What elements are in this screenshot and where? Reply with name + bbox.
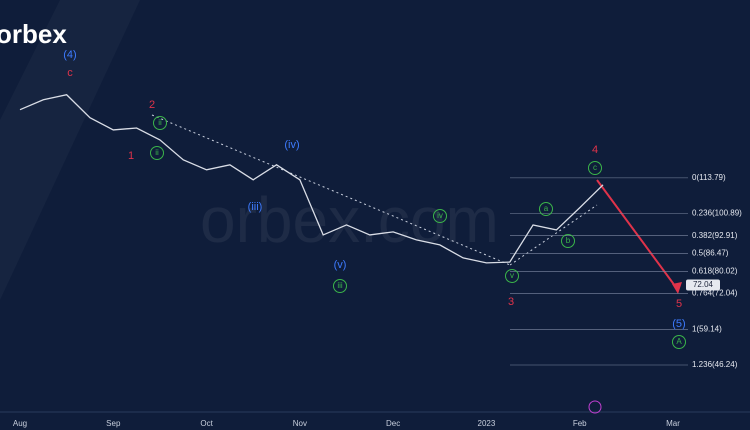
- wave-label: ii: [158, 118, 162, 127]
- x-tick-label: Nov: [293, 419, 307, 428]
- wave-label: v: [510, 271, 514, 280]
- fib-label: 0.5(86.47): [692, 249, 729, 258]
- fib-label: 0.382(92.91): [692, 231, 738, 240]
- wave-circle: [588, 161, 602, 175]
- wave-label: (5): [672, 318, 685, 330]
- wave-label: (iii): [248, 201, 263, 213]
- x-tick-label: Oct: [200, 419, 213, 428]
- wave-circle: [672, 335, 686, 349]
- wave-label: (4): [63, 49, 76, 61]
- fib-label: 0.618(80.02): [692, 267, 738, 276]
- wave-label: 1: [128, 150, 134, 162]
- price-line: [19, 94, 604, 264]
- wave-label: c: [593, 163, 597, 172]
- wave-label: iii: [337, 281, 343, 290]
- wave-circle: [561, 234, 575, 248]
- x-tick-label: Aug: [13, 419, 27, 428]
- x-tick-label: Dec: [386, 419, 400, 428]
- wave-circle: [153, 116, 167, 130]
- x-tick-label: 2023: [478, 419, 496, 428]
- wave-label: 2: [149, 99, 155, 111]
- wave-label: 3: [508, 296, 514, 308]
- wave-circle: [150, 146, 164, 160]
- wave-label: c: [67, 67, 73, 79]
- wave-label: ii: [155, 148, 159, 157]
- x-tick-label: Feb: [573, 419, 587, 428]
- price-tag: [686, 279, 720, 291]
- icon: [588, 400, 602, 414]
- fib-label: 1(59.14): [692, 324, 722, 333]
- wave-label: iv: [437, 211, 443, 220]
- price-tag-label: 72.04: [693, 280, 714, 289]
- fib-label: 0.236(100.89): [692, 209, 742, 218]
- wave-label: b: [566, 236, 571, 245]
- x-tick-label: Sep: [106, 419, 121, 428]
- fib-label: 1.236(46.24): [692, 360, 738, 369]
- wave-circle: [505, 269, 519, 283]
- arrow-head: [672, 282, 682, 294]
- wave-label: A: [676, 337, 682, 346]
- wave-label: a: [544, 204, 549, 213]
- wave-label: (v): [334, 259, 347, 271]
- logo: orbex: [0, 19, 67, 49]
- wave-circle: [333, 279, 347, 293]
- x-tick-label: Mar: [666, 419, 680, 428]
- fib-label: 0.764(72.04): [692, 289, 738, 298]
- wave-label: 5: [676, 298, 682, 310]
- wave-label: 4: [592, 144, 598, 156]
- wave-label: (iv): [284, 139, 299, 151]
- wave-circle: [433, 209, 447, 223]
- wave-circle: [539, 202, 553, 216]
- fib-label: 0(113.79): [692, 173, 726, 182]
- watermark: orbex.com: [200, 184, 499, 256]
